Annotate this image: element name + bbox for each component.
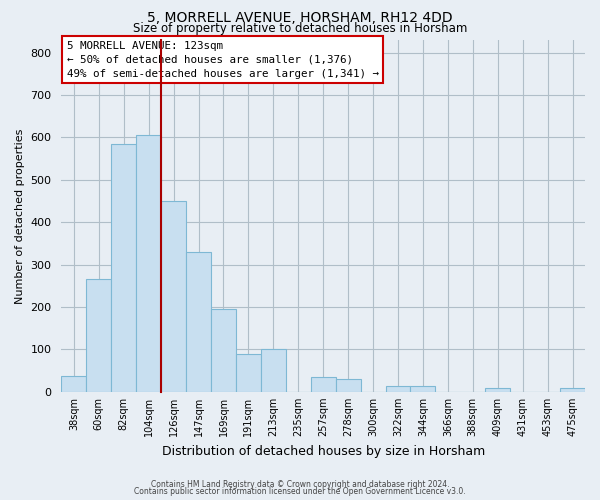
Text: Contains public sector information licensed under the Open Government Licence v3: Contains public sector information licen…: [134, 487, 466, 496]
Bar: [560, 388, 585, 392]
Bar: [485, 388, 510, 392]
Bar: [186, 252, 211, 392]
Text: Contains HM Land Registry data © Crown copyright and database right 2024.: Contains HM Land Registry data © Crown c…: [151, 480, 449, 489]
Text: 5, MORRELL AVENUE, HORSHAM, RH12 4DD: 5, MORRELL AVENUE, HORSHAM, RH12 4DD: [147, 11, 453, 25]
Text: Size of property relative to detached houses in Horsham: Size of property relative to detached ho…: [133, 22, 467, 35]
Bar: [111, 144, 136, 392]
Bar: [61, 376, 86, 392]
Bar: [161, 201, 186, 392]
Bar: [236, 354, 261, 392]
Text: 5 MORRELL AVENUE: 123sqm
← 50% of detached houses are smaller (1,376)
49% of sem: 5 MORRELL AVENUE: 123sqm ← 50% of detach…: [67, 40, 379, 78]
Bar: [136, 136, 161, 392]
Bar: [410, 386, 436, 392]
Bar: [386, 386, 410, 392]
Bar: [86, 280, 111, 392]
X-axis label: Distribution of detached houses by size in Horsham: Distribution of detached houses by size …: [161, 444, 485, 458]
Bar: [311, 376, 335, 392]
Bar: [211, 308, 236, 392]
Bar: [261, 350, 286, 392]
Bar: [335, 378, 361, 392]
Y-axis label: Number of detached properties: Number of detached properties: [15, 128, 25, 304]
